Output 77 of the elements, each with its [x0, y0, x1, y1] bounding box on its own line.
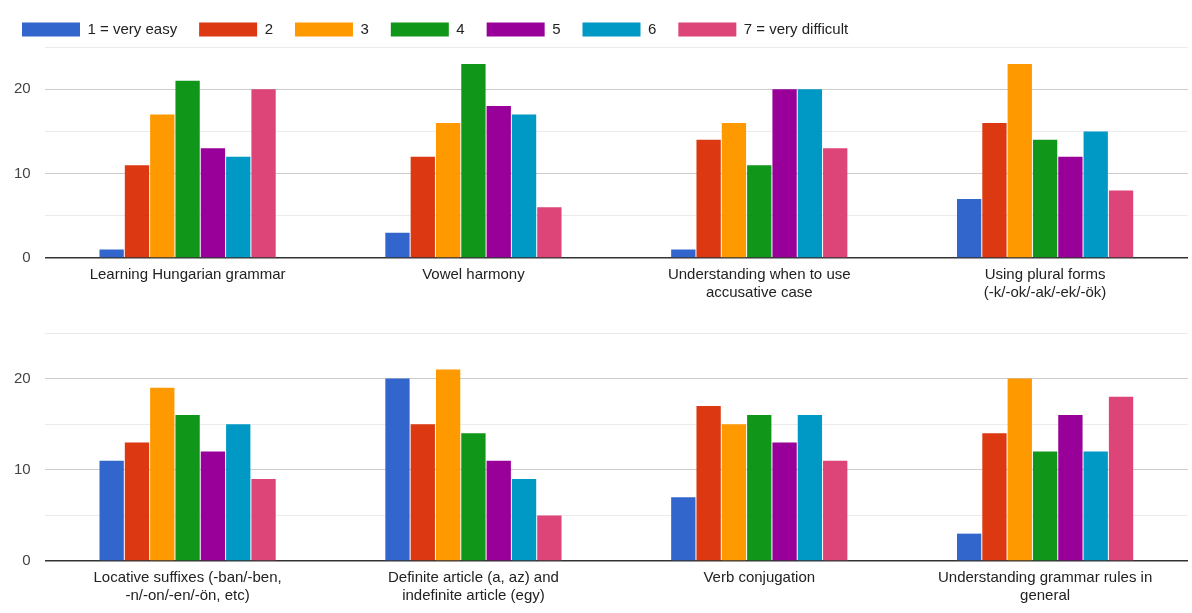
- bar: [671, 249, 696, 258]
- bar: [226, 424, 251, 561]
- bar: [1083, 451, 1108, 561]
- bar: [385, 378, 410, 561]
- bar: [486, 460, 511, 561]
- bar: [956, 533, 982, 561]
- bar: [1058, 156, 1083, 258]
- bar: [982, 122, 1007, 258]
- bar: [461, 433, 486, 561]
- bar: [721, 424, 747, 561]
- bar: [823, 460, 848, 561]
- bar: [175, 415, 200, 561]
- bar: [1108, 396, 1134, 561]
- bar: [797, 89, 823, 258]
- bar: [537, 515, 562, 561]
- bar: [175, 80, 200, 258]
- y-tick-label: 20: [14, 368, 31, 386]
- legend-label: 1 = very easy: [87, 19, 178, 37]
- y-tick-label: 10: [14, 459, 31, 477]
- x-tick-label: Verb conjugation: [703, 568, 816, 586]
- legend-label: 3: [360, 19, 369, 37]
- y-tick-label: 20: [14, 79, 31, 97]
- bar: [251, 89, 276, 258]
- bar: [982, 433, 1007, 561]
- bar: [410, 424, 435, 561]
- bar: [721, 122, 747, 258]
- bar: [435, 369, 461, 561]
- x-tick-label: Vowel harmony: [422, 265, 526, 283]
- bar: [410, 156, 435, 258]
- x-tick-label: Understanding grammar rules in general: [937, 568, 1153, 604]
- bar: [747, 415, 772, 561]
- legend-label: 5: [552, 19, 561, 37]
- bar: [1083, 131, 1108, 258]
- x-tick-label: Definite article (a, az) and indefinite article (egy): [387, 568, 559, 604]
- bar: [99, 249, 124, 258]
- bar: [1007, 63, 1032, 258]
- bar: [1058, 415, 1083, 561]
- bar: [772, 442, 797, 561]
- bar: [797, 415, 823, 561]
- y-tick-label: 10: [14, 163, 31, 181]
- legend-label: 2: [264, 19, 273, 37]
- bar: [486, 106, 511, 258]
- bar: [511, 114, 537, 258]
- bar: [200, 148, 226, 258]
- bar: [696, 139, 721, 258]
- legend-label: 6: [648, 19, 657, 37]
- bar: [671, 497, 696, 561]
- bar: [956, 198, 982, 258]
- bar: [1032, 139, 1058, 258]
- bar: [435, 122, 461, 258]
- bar: [99, 460, 124, 561]
- bar: [511, 478, 537, 561]
- bar: [150, 114, 175, 258]
- bar: [823, 148, 848, 258]
- bar: [1007, 378, 1032, 561]
- bar: [747, 165, 772, 258]
- x-tick-label: Understanding when to use accusative case: [667, 265, 851, 301]
- bar: [1032, 451, 1058, 561]
- x-tick-label: Using plural forms (-k/-ok/-ak/-ek/-ök): [983, 265, 1107, 301]
- bar: [772, 89, 797, 258]
- y-tick-label: 0: [22, 551, 31, 569]
- bar: [124, 165, 150, 258]
- y-tick-label: 0: [22, 248, 31, 266]
- legend-label: 7 = very difficult: [743, 19, 850, 37]
- bar: [251, 478, 276, 561]
- bar: [150, 387, 175, 561]
- bar: [461, 63, 486, 258]
- bar: [385, 232, 410, 258]
- x-tick-label: Locative suffixes (-ban/-ben, -n/-on/-en/-ön, etc): [93, 568, 282, 604]
- bar: [226, 156, 251, 258]
- x-tick-label: Learning Hungarian grammar: [89, 265, 286, 283]
- bar: [1108, 190, 1134, 258]
- legend-label: 4: [456, 19, 465, 37]
- bar: [537, 207, 562, 258]
- bar: [200, 451, 226, 561]
- bar: [124, 442, 150, 561]
- bar: [696, 405, 721, 561]
